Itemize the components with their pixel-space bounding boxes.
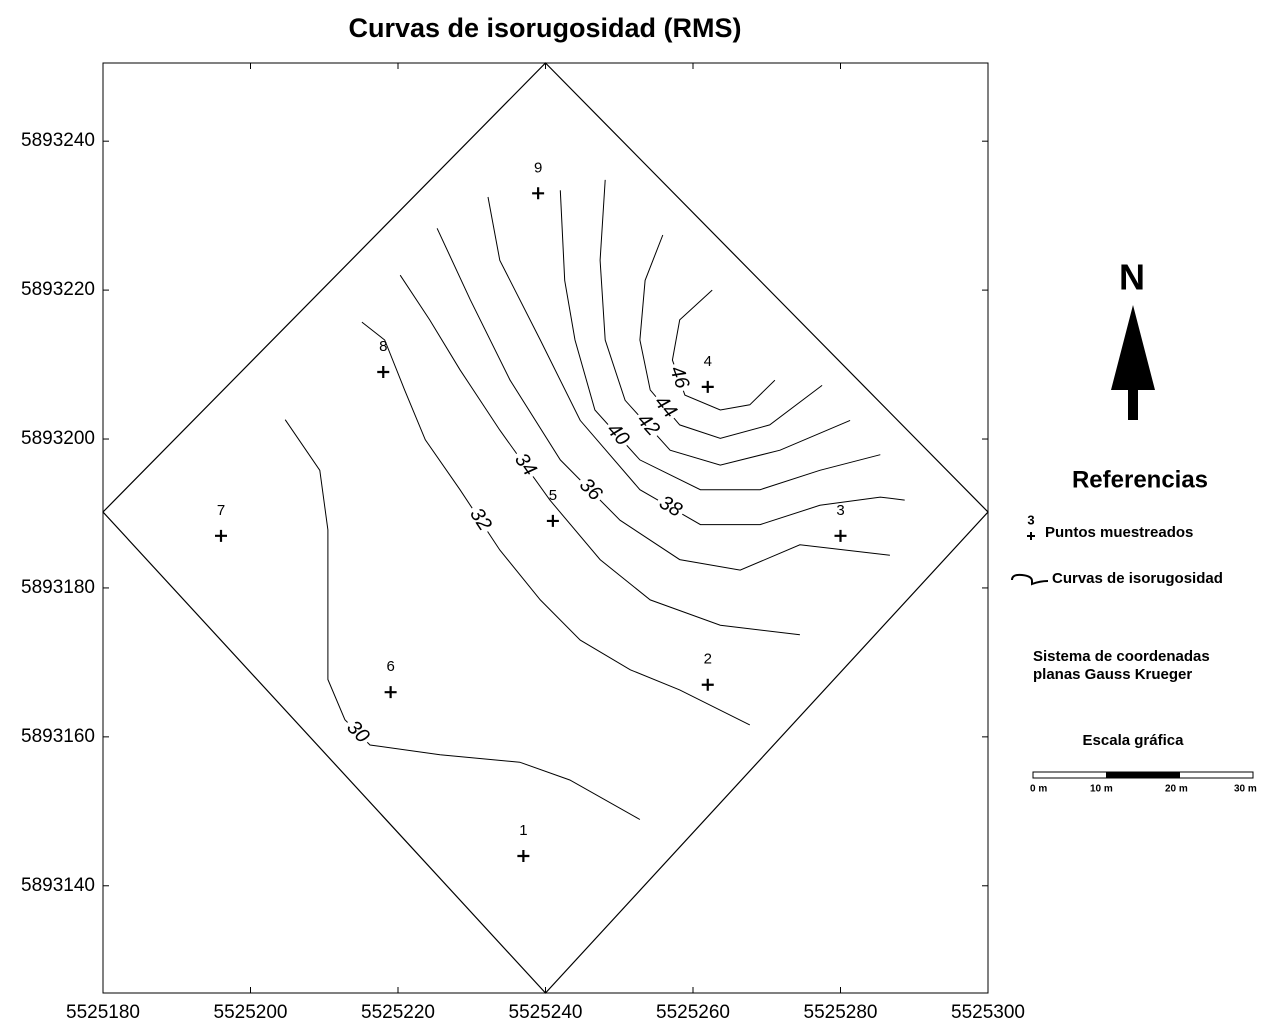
isoline-label: 38 xyxy=(655,491,685,521)
x-tick-label: 5525200 xyxy=(214,1002,288,1023)
isoline-label-bg xyxy=(630,408,665,443)
y-tick-label: 5893160 xyxy=(21,726,95,747)
isoline-label-bg xyxy=(508,447,542,483)
legend-points-label: Puntos muestreados xyxy=(1045,524,1193,541)
sample-point xyxy=(532,187,545,200)
frame xyxy=(102,62,989,994)
scale-label: 0 m xyxy=(1030,784,1047,795)
isoline-label-bg xyxy=(653,491,688,523)
sample-point-label: 6 xyxy=(386,658,394,675)
isoline-label: 32 xyxy=(465,504,496,535)
sample-point xyxy=(517,849,530,862)
scale-label: 20 m xyxy=(1165,784,1188,795)
legend-curves-label: Curvas de isorugosidad xyxy=(1052,570,1223,587)
isoline-label-bg xyxy=(600,417,635,453)
scale-label: 30 m xyxy=(1234,784,1257,795)
y-tick-label: 5893180 xyxy=(21,577,95,598)
x-tick-label: 5525300 xyxy=(951,1002,1025,1023)
x-tick-label: 5525240 xyxy=(509,1002,583,1023)
isoline xyxy=(436,228,890,571)
isoline-label-bg xyxy=(573,473,608,508)
legend-curve-icon xyxy=(1011,573,1049,586)
isoline-label-bg xyxy=(340,715,375,750)
isoline xyxy=(559,190,881,491)
map-title: Curvas de isorugosidad (RMS) xyxy=(348,13,741,43)
north-label: N xyxy=(1119,257,1145,298)
y-tick-label: 5893220 xyxy=(21,279,95,300)
x-tick-label: 5525280 xyxy=(804,1002,878,1023)
sample-point-label: 4 xyxy=(704,353,712,370)
sample-point-label: 7 xyxy=(217,502,225,519)
legend-title: Referencias xyxy=(1072,466,1208,493)
sample-point xyxy=(215,529,227,542)
x-tick-label: 5525260 xyxy=(656,1002,730,1023)
system-line2: planas Gauss Krueger xyxy=(1033,666,1192,683)
isoline xyxy=(399,274,800,636)
sample-point-label: 3 xyxy=(836,502,844,519)
y-tick-label: 5893200 xyxy=(21,428,95,449)
sample-point-label: 9 xyxy=(534,159,542,176)
isoline-label-bg xyxy=(463,502,496,538)
study-area-boundary xyxy=(102,62,989,994)
isoline xyxy=(487,196,905,526)
x-tick-label: 5525180 xyxy=(66,1002,140,1023)
x-tick-label: 5525220 xyxy=(361,1002,435,1023)
sample-point-label: 5 xyxy=(549,487,557,504)
system-line1: Sistema de coordenadas xyxy=(1033,648,1210,665)
isoline-label: 34 xyxy=(510,449,541,480)
isoline-label-bg xyxy=(664,361,693,395)
sample-point xyxy=(377,366,390,379)
sample-point xyxy=(701,678,714,691)
scale-bar-segment xyxy=(1106,772,1180,778)
legend-point-number: 3 xyxy=(1027,512,1034,527)
scale-title: Escala gráfica xyxy=(1083,732,1185,749)
sample-point-label: 8 xyxy=(379,338,387,355)
sample-point xyxy=(384,686,397,699)
sample-point-label: 1 xyxy=(519,822,527,839)
sample-point xyxy=(546,514,559,527)
sample-point-label: 2 xyxy=(704,651,712,668)
legend-point-icon xyxy=(1027,532,1035,540)
isoline-label: 30 xyxy=(342,716,373,747)
sample-point xyxy=(834,529,847,542)
y-tick-label: 5893140 xyxy=(21,875,95,896)
north-arrow xyxy=(1111,305,1155,420)
isoline-label: 36 xyxy=(575,474,607,506)
y-tick-label: 5893240 xyxy=(21,130,95,151)
sample-point xyxy=(701,380,714,393)
scale-label: 10 m xyxy=(1090,784,1113,795)
isoline xyxy=(671,289,776,411)
isoline-label-bg xyxy=(648,390,682,425)
isoline xyxy=(361,321,751,726)
